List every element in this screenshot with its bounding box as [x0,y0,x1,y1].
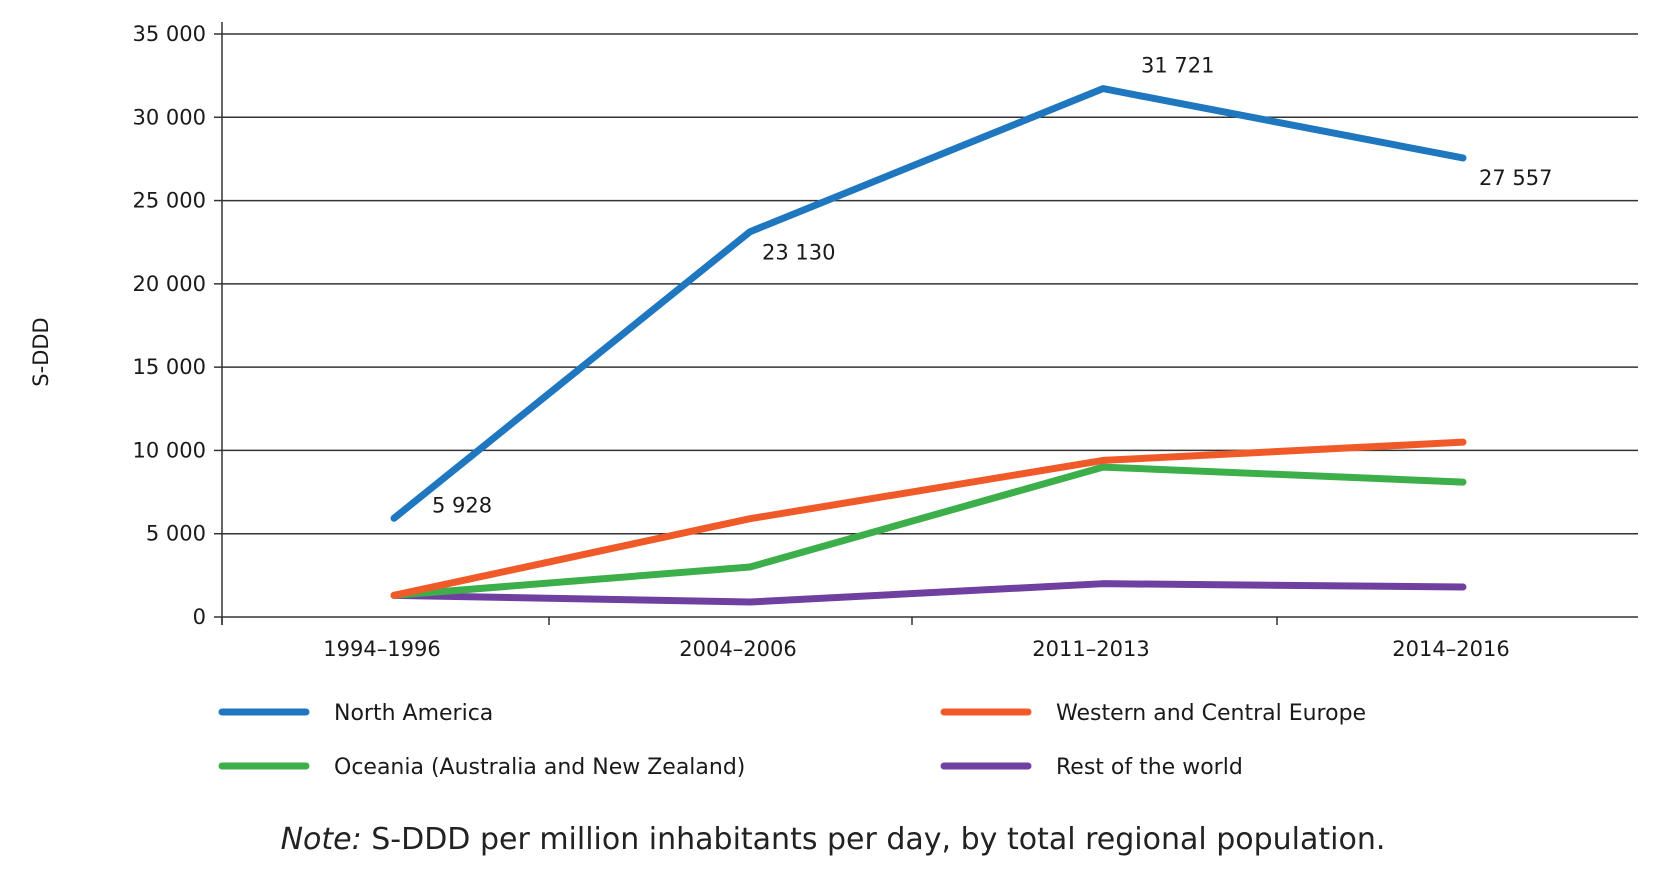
x-tick-labels: 1994–1996 2004–2006 2011–2013 2014–2016 [323,637,1509,661]
series-line-north-america [390,85,1467,522]
legend-item: Rest of the world [940,755,1243,780]
y-tick-label: 35 000 [133,22,206,46]
data-label: 27 557 [1479,166,1552,190]
y-axis-label: S-DDD [29,317,53,386]
x-tick-label: 2004–2006 [679,637,796,661]
y-tick-label: 15 000 [133,355,206,379]
y-tick-labels: 0 5 000 10 000 15 000 20 000 25 000 30 000 35 0… [133,22,206,629]
series-line-oceania-australia-and-new-zealand [390,463,1467,599]
legend-item: Oceania (Australia and New Zealand) [218,755,745,780]
data-labels: 5 928 23 130 31 721 27 557 [432,54,1552,518]
data-label: 5 928 [432,493,492,517]
y-tick-label: 20 000 [133,272,206,296]
x-tick-label: 1994–1996 [323,637,440,661]
axes [214,22,1638,625]
note-prefix: Note: [280,822,362,857]
chart-note: Note: S-DDD per million inhabitants per … [0,822,1666,857]
series-line-rest-of-the-world [390,580,1467,606]
legend-label: Rest of the world [1056,755,1243,780]
y-tick-label: 5 000 [146,522,206,546]
series-line-western-and-central-europe [390,438,1467,599]
x-tick-label: 2014–2016 [1392,637,1509,661]
y-tick-label: 30 000 [133,105,206,129]
gridlines [222,33,1638,535]
series-lines [390,85,1467,606]
x-tick-label: 2011–2013 [1032,637,1149,661]
data-label: 23 130 [762,241,835,265]
y-tick-label: 25 000 [133,189,206,213]
legend-label: Oceania (Australia and New Zealand) [334,755,745,780]
y-tick-label: 10 000 [133,438,206,462]
line-chart: 0 5 000 10 000 15 000 20 000 25 000 30 000 35 0… [29,22,1638,780]
legend-label: Western and Central Europe [1056,701,1366,726]
y-tick-label: 0 [193,605,206,629]
legend: North America Western and Central Europe O… [218,701,1366,780]
legend-item: Western and Central Europe [940,701,1366,726]
legend-label: North America [334,701,493,726]
data-label: 31 721 [1141,54,1214,78]
note-text: S-DDD per million inhabitants per day, b… [361,822,1386,857]
legend-item: North America [218,701,493,726]
